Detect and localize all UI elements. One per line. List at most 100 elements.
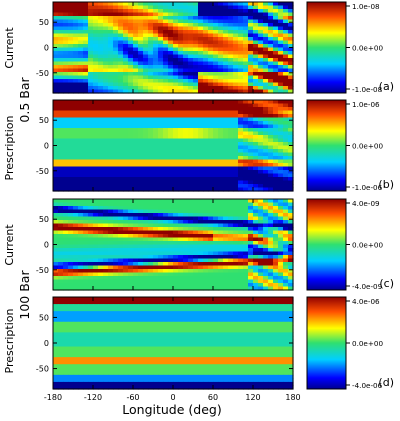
heatmap-cell [68,223,74,228]
heatmap-cell [93,54,99,59]
heatmap-cell [263,234,269,239]
heatmap-cell [93,311,99,316]
heatmap-cell [198,332,204,337]
heatmap-cell [148,47,154,52]
heatmap-cell [238,142,244,147]
heatmap-cell [128,318,134,323]
heatmap-cell [83,223,89,228]
heatmap-cell [98,135,104,140]
heatmap-cell [218,37,224,42]
heatmap-cell [238,152,244,157]
heatmap-cell [143,40,149,45]
heatmap-cell [283,223,289,228]
heatmap-cell [88,350,94,355]
heatmap-cell [68,269,74,274]
heatmap-cell [108,100,114,105]
heatmap-cell [268,173,274,178]
heatmap-cell [273,40,279,45]
heatmap-cell [223,145,229,150]
heatmap-cell [188,100,194,105]
heatmap-cell [93,206,99,211]
heatmap-cell [93,321,99,326]
heatmap-cell [278,9,284,14]
heatmap-cell [83,206,89,211]
heatmap-cell [213,135,219,140]
heatmap-cell [118,265,124,270]
heatmap-cells [53,297,294,390]
heatmap-cell [173,145,179,150]
heatmap-cell [133,367,139,372]
heatmap-cell [218,131,224,136]
heatmap-cell [178,177,184,182]
heatmap-cell [243,286,249,291]
heatmap-cell [98,269,104,274]
heatmap-cell [263,75,269,80]
heatmap-cell [258,332,264,337]
heatmap-cell [233,311,239,316]
heatmap-cell [78,209,84,214]
heatmap-cell [223,374,229,379]
heatmap-cell [133,23,139,28]
heatmap-cell [258,206,264,211]
heatmap-cell [253,209,259,214]
heatmap-cell [173,40,179,45]
heatmap-cell [223,47,229,52]
heatmap-cell [178,364,184,369]
heatmap-cell [68,68,74,73]
heatmap-cell [188,23,194,28]
heatmap-cell [198,343,204,348]
heatmap-cell [98,321,104,326]
heatmap-cell [218,128,224,133]
heatmap-cell [143,79,149,84]
heatmap-cell [78,163,84,168]
heatmap-cell [273,124,279,129]
heatmap-cell [268,272,274,277]
heatmap-cell [218,332,224,337]
heatmap-cell [183,142,189,147]
heatmap-cell [233,244,239,249]
heatmap-cell [268,145,274,150]
heatmap-cell [233,65,239,70]
heatmap-cell [63,248,69,253]
heatmap-cell [123,184,129,189]
heatmap-cell [128,360,134,365]
heatmap-cell [188,350,194,355]
heatmap-cell [253,374,259,379]
heatmap-cell [233,206,239,211]
heatmap-cell [233,135,239,140]
heatmap-cell [108,255,114,260]
heatmap-cell [153,220,159,225]
heatmap-cell [258,283,264,288]
heatmap-cell [83,314,89,319]
heatmap-cell [193,128,199,133]
heatmap-cell [78,220,84,225]
heatmap-cell [103,12,109,17]
heatmap-cell [228,216,234,221]
heatmap-cell [278,47,284,52]
heatmap-cell [83,300,89,305]
heatmap-cell [88,269,94,274]
heatmap-cell [108,149,114,154]
heatmap-cell [268,346,274,351]
heatmap-cell [183,304,189,309]
heatmap-cell [183,138,189,143]
heatmap-cell [238,75,244,80]
heatmap-cell [233,128,239,133]
heatmap-cell [193,9,199,14]
heatmap-cell [228,121,234,126]
heatmap-cell [268,332,274,337]
heatmap-cell [73,343,79,348]
heatmap-cell [83,86,89,91]
heatmap-cell [78,72,84,77]
heatmap-cell [93,328,99,333]
heatmap-cell [68,357,74,362]
heatmap-cell [248,37,254,42]
heatmap-cell [158,187,164,192]
heatmap-cell [133,202,139,207]
heatmap-cell [188,145,194,150]
heatmap-cell [168,135,174,140]
heatmap-cell [183,173,189,178]
heatmap-cell [73,30,79,35]
heatmap-cell [143,145,149,150]
